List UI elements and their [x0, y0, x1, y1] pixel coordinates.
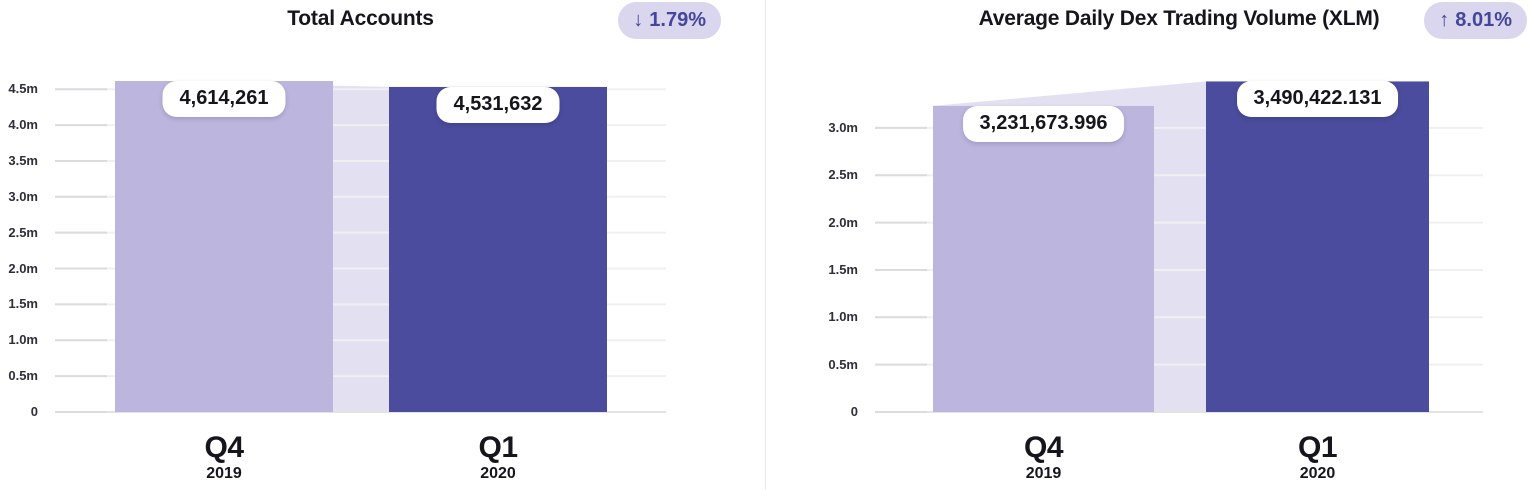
change-badge: ↑ 8.01%: [1424, 2, 1527, 39]
y-axis-tick-label: 0.5m: [828, 356, 858, 372]
chart-title: Total Accounts: [287, 7, 434, 30]
x-axis-label-group: Q4 2019: [204, 431, 244, 483]
chart-panel-total-accounts: Total Accounts ↓ 1.79% 0 0.5m 1.0m 1.5m 2.0m 2…: [0, 0, 765, 490]
bar-q4-2019: [115, 81, 333, 412]
value-label-pill: 3,231,673.996: [962, 105, 1125, 142]
chart-canvas: [55, 81, 666, 413]
y-axis-tick-label: 0: [850, 404, 858, 419]
chart-title: Average Daily Dex Trading Volume (XLM): [978, 7, 1380, 30]
y-axis-tick-label: 2.0m: [8, 260, 38, 276]
y-axis-tick-label: 1.5m: [828, 261, 858, 277]
x-axis-quarter-label: Q4: [204, 431, 244, 464]
y-axis-tick-label: 3.5m: [8, 152, 38, 168]
change-percent: 8.01%: [1455, 9, 1512, 31]
x-axis-label-group: Q1 2020: [1297, 431, 1338, 483]
y-axis-tick-label: 1.0m: [828, 309, 858, 325]
arrow-up-icon: ↑: [1439, 9, 1450, 31]
y-axis-tick-label: 4.5m: [8, 81, 38, 97]
change-badge: ↓ 1.79%: [618, 2, 721, 39]
chart-panel-dex-volume: Average Daily Dex Trading Volume (XLM) ↑…: [765, 0, 1530, 490]
x-axis-quarter-label: Q1: [1297, 431, 1338, 464]
y-axis-tick-label: 3.0m: [828, 119, 858, 135]
bar-chart-total-accounts: 0 0.5m 1.0m 1.5m 2.0m 2.5m 3.0m 3.5m 4.0m 4.5m 4,6…: [0, 0, 765, 490]
x-axis-quarter-label: Q4: [1023, 431, 1064, 464]
x-axis-year-label: 2019: [1025, 465, 1062, 482]
y-axis-tick-label: 2.0m: [828, 214, 858, 230]
value-label-pill: 4,531,632: [436, 86, 560, 123]
y-axis-tick-label: 1.0m: [8, 332, 38, 348]
x-axis-year-label: 2020: [480, 465, 516, 482]
bar-q1-2020: [389, 86, 607, 412]
bar-q4-2019: [933, 105, 1154, 413]
change-percent: 1.79%: [649, 9, 706, 31]
y-axis-tick-label: 2.5m: [8, 224, 38, 240]
y-axis-tick-label: 3.0m: [8, 188, 38, 204]
value-label-pill: 4,614,261: [162, 81, 286, 118]
x-axis-year-label: 2020: [1299, 465, 1336, 482]
x-axis-label-group: Q4 2019: [1023, 431, 1064, 483]
y-axis-tick-label: 1.5m: [8, 296, 38, 312]
bar-q1-2020: [1206, 81, 1429, 412]
arrow-down-icon: ↓: [633, 9, 644, 31]
y-axis-tick-label: 2.5m: [828, 167, 858, 183]
bar-chart-dex-volume: 0 0.5m 1.0m 1.5m 2.0m 2.5m 3.0m 3,231,673.996 Q4…: [766, 0, 1531, 490]
x-axis-label-group: Q1 2020: [478, 431, 518, 483]
y-axis-tick-label: 0.5m: [8, 368, 38, 384]
x-axis-year-label: 2019: [206, 465, 242, 482]
y-axis-tick-label: 0: [30, 404, 38, 419]
value-label-pill: 3,490,422.131: [1236, 81, 1399, 118]
y-axis-tick-label: 4.0m: [8, 117, 38, 133]
x-axis-quarter-label: Q1: [478, 431, 518, 464]
chart-canvas: [875, 81, 1483, 413]
